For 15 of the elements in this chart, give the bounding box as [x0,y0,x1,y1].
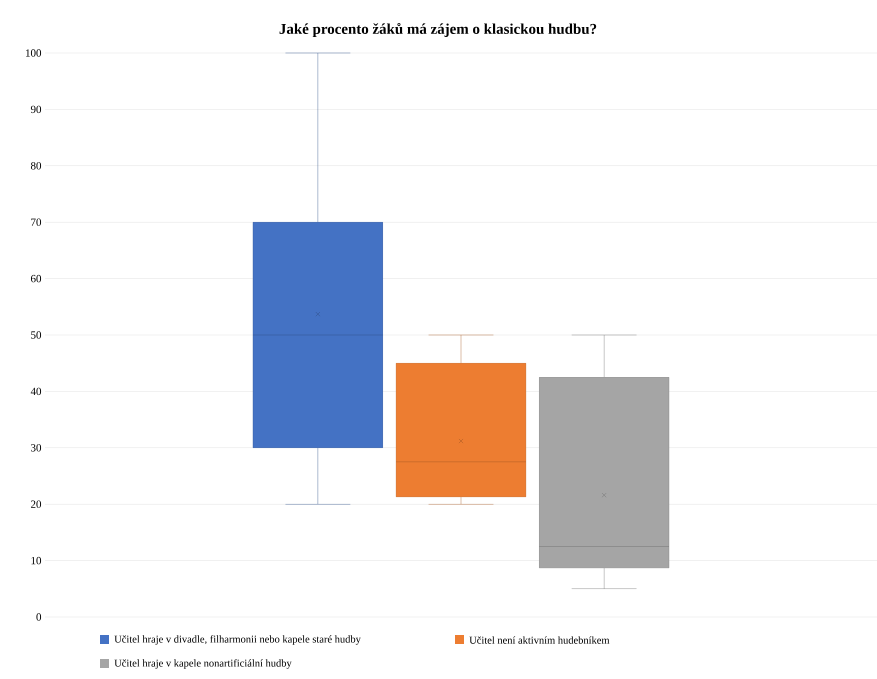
y-tick-label: 20 [31,500,42,508]
legend-label: Učitel není aktivním hudebníkem [469,636,610,644]
y-tick-label: 100 [26,49,42,57]
y-tick-label: 90 [30,106,42,114]
chart-title: Jaké procento žáků má zájem o klasickou hudbu? [280,23,596,37]
y-tick-label: 40 [30,388,42,396]
y-tick-label: 10 [31,556,42,564]
y-tick-label: 50 [31,331,42,339]
legend-label: Učitel hraje v kapele nonartificiální hudby [114,659,292,669]
legend-label: Učitel hraje v divadle, filharmonii nebo kapele staré hudby [114,635,361,645]
y-tick-label: 60 [30,274,42,282]
y-tick-label: 70 [31,218,42,226]
y-tick-label: 0 [36,613,42,621]
y-tick-label: 30 [31,444,42,452]
y-tick-label: 80 [30,162,42,170]
